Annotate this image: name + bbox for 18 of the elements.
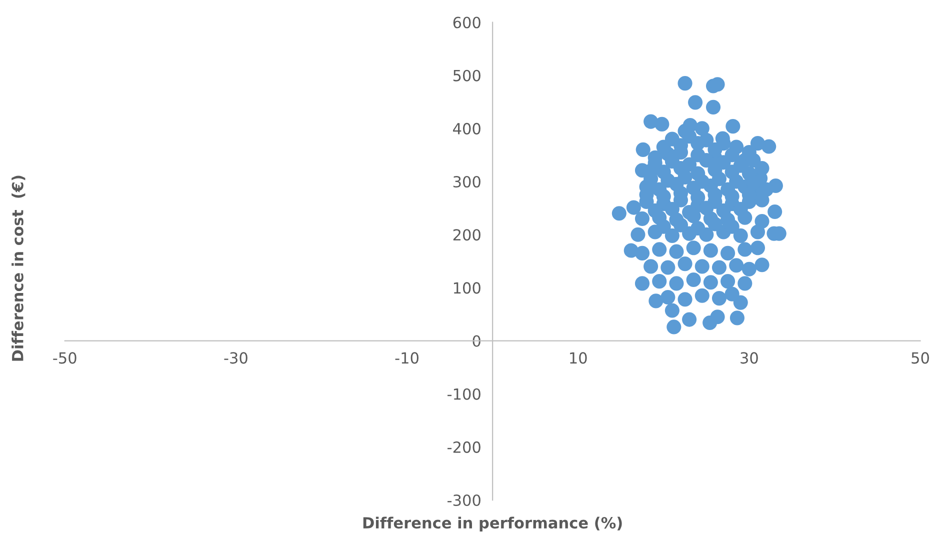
x-tick-label: 30 — [740, 352, 758, 364]
x-axis-title: Difference in performance (%) — [363, 516, 622, 532]
y-tick-label: 0 — [472, 335, 480, 347]
y-tick-label: -200 — [448, 441, 480, 453]
y-tick-label: 100 — [454, 282, 480, 294]
x-tick-label: -30 — [224, 352, 248, 364]
y-axis-title: Difference in cost (€) — [12, 176, 26, 361]
x-tick-label: -10 — [395, 352, 418, 364]
y-tick-label: 600 — [453, 16, 480, 28]
y-tick-label: -100 — [448, 388, 480, 400]
x-tick-label: -50 — [53, 352, 76, 364]
y-tick-label: -300 — [448, 494, 480, 506]
y-tick-label: 500 — [453, 70, 480, 82]
y-tick-label: 200 — [453, 229, 480, 241]
y-tick-label: 300 — [453, 176, 480, 188]
x-tick-label: 10 — [570, 352, 587, 364]
x-tick-label: 50 — [912, 352, 929, 364]
y-tick-label: 400 — [453, 122, 480, 134]
